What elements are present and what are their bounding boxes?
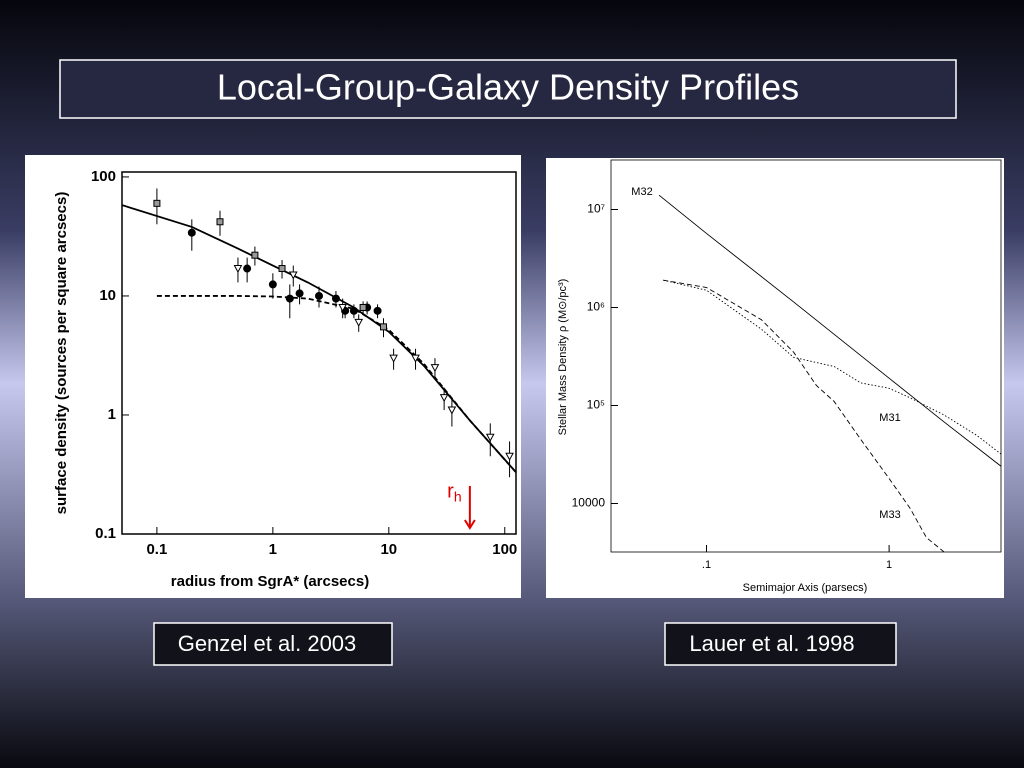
plot-area	[122, 188, 516, 478]
line	[658, 194, 1001, 467]
y-tick-label: 10⁶	[587, 300, 605, 314]
x-tick-label: 10	[380, 541, 397, 558]
caption: Lauer et al. 1998	[689, 631, 854, 656]
point	[349, 306, 358, 315]
point	[380, 323, 388, 331]
x-axis-label: Semimajor Axis (parsecs)	[743, 582, 868, 594]
point	[216, 218, 224, 226]
y-tick-label: 10	[99, 287, 116, 304]
point	[295, 289, 304, 298]
x-tick-label: .1	[702, 559, 711, 571]
point	[439, 394, 449, 403]
caption-box	[153, 622, 393, 666]
x-axis-label: radius from SgrA* (arcsecs)	[171, 573, 369, 590]
point	[411, 354, 420, 363]
point	[243, 264, 252, 273]
point	[338, 303, 348, 313]
point	[485, 433, 495, 442]
point	[153, 199, 161, 207]
point	[389, 354, 398, 363]
caption-box	[664, 622, 897, 666]
x-tick-label: 0.1	[146, 541, 167, 558]
point	[430, 364, 440, 373]
y-tick-label: 0.1	[95, 525, 116, 542]
point	[354, 318, 364, 327]
y-tick-label: 100	[91, 168, 116, 185]
point	[278, 265, 286, 273]
caption: Genzel et al. 2003	[178, 631, 357, 656]
point	[187, 228, 196, 237]
point	[373, 306, 382, 315]
x-tick-label: 100	[492, 541, 517, 558]
x-tick-label: 1	[269, 541, 277, 558]
point	[331, 294, 340, 303]
point	[359, 303, 367, 311]
panel	[25, 155, 521, 598]
point	[288, 271, 298, 280]
point	[315, 291, 323, 300]
annotation-text: r	[447, 480, 454, 502]
point	[251, 251, 259, 259]
plot-frame	[610, 159, 1002, 553]
y-tick-label: 10⁷	[587, 202, 605, 216]
y-tick-label: 1	[108, 406, 116, 423]
line	[663, 279, 1001, 455]
line	[663, 279, 945, 552]
point	[505, 452, 514, 461]
plot-area	[658, 194, 1001, 552]
annotation-arrowhead	[464, 519, 476, 530]
title-box	[59, 59, 957, 119]
point	[268, 280, 277, 289]
series-label: M32	[631, 186, 652, 198]
x-tick-label: 1	[886, 559, 892, 571]
point	[233, 265, 243, 274]
series-label: M33	[879, 509, 900, 521]
panel	[546, 158, 1004, 598]
line	[156, 295, 516, 473]
slide-title: Local-Group-Galaxy Density Profiles	[217, 67, 799, 108]
point	[447, 406, 457, 415]
y-tick-label: 10000	[572, 496, 606, 510]
point	[285, 294, 294, 303]
y-axis-label: Stellar Mass Density ρ (M⊙/pc³)	[557, 279, 569, 436]
series-label: M31	[879, 412, 900, 424]
annotation-subscript: h	[454, 489, 462, 505]
y-tick-label: 10⁵	[587, 398, 605, 412]
plot-frame	[121, 171, 517, 535]
y-axis-label: surface density (sources per square arcs…	[53, 192, 70, 515]
